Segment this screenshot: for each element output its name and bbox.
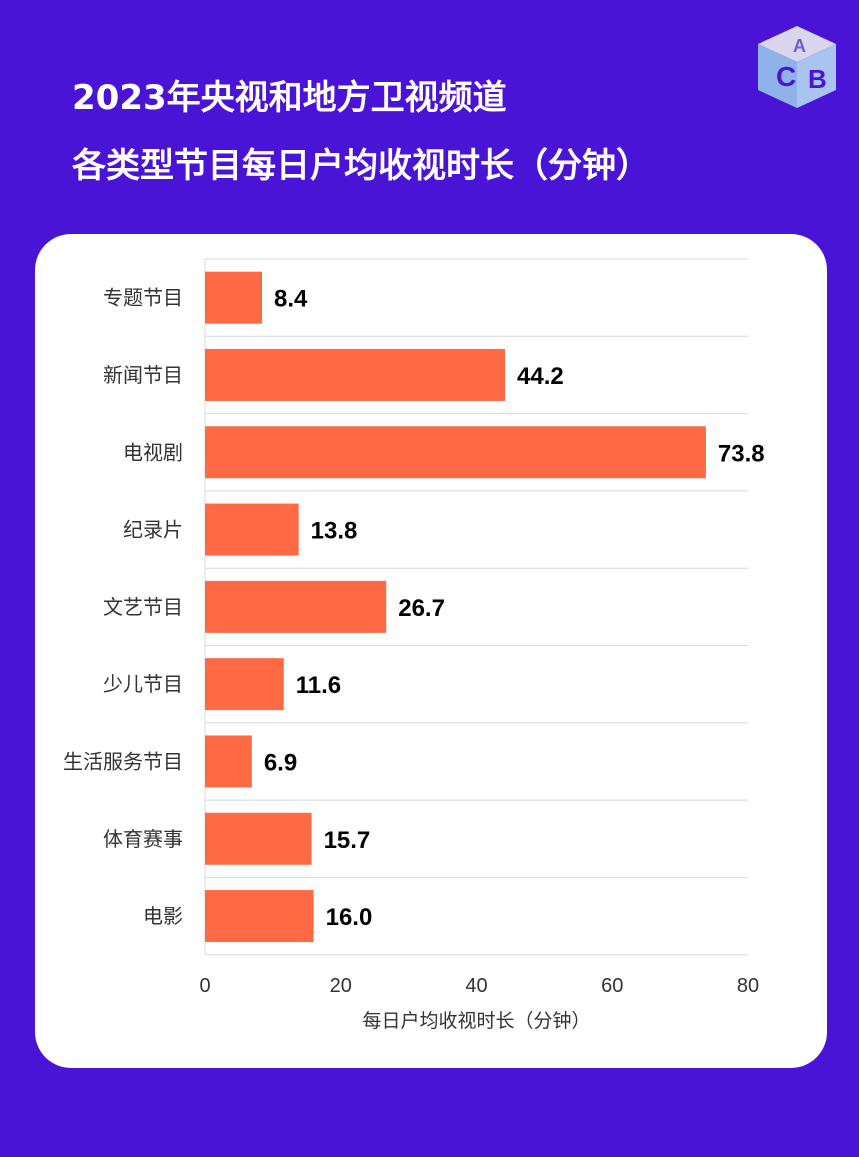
value-label: 13.8 bbox=[311, 518, 358, 545]
category-label: 电影 bbox=[143, 904, 183, 928]
category-label: 纪录片 bbox=[123, 518, 183, 542]
category-label: 体育赛事 bbox=[103, 827, 183, 851]
x-tick-label: 40 bbox=[465, 975, 487, 997]
value-label: 16.0 bbox=[326, 904, 373, 931]
svg-text:B: B bbox=[808, 64, 827, 94]
x-tick-label: 60 bbox=[601, 975, 623, 997]
value-label: 26.7 bbox=[398, 595, 445, 622]
value-label: 8.4 bbox=[274, 286, 308, 313]
value-label: 73.8 bbox=[718, 440, 765, 467]
bar-5 bbox=[205, 580, 387, 633]
x-tick-label: 0 bbox=[199, 975, 210, 997]
x-tick-label: 20 bbox=[330, 975, 352, 997]
bar-2 bbox=[205, 348, 506, 401]
x-tick-label: 80 bbox=[737, 975, 759, 997]
x-axis-label: 每日户均收视时长（分钟） bbox=[362, 1010, 590, 1032]
bar-7 bbox=[205, 735, 252, 788]
bar-3 bbox=[205, 426, 706, 479]
svg-text:A: A bbox=[793, 36, 806, 56]
category-label: 电视剧 bbox=[123, 440, 183, 464]
abc-cube-logo-icon: C B A bbox=[758, 26, 836, 108]
category-label: 专题节目 bbox=[103, 286, 183, 310]
bar-4 bbox=[205, 503, 299, 556]
value-label: 6.9 bbox=[264, 749, 297, 776]
bar-8 bbox=[205, 812, 312, 865]
bar-9 bbox=[205, 890, 314, 943]
category-label: 文艺节目 bbox=[103, 595, 183, 619]
value-label: 15.7 bbox=[324, 827, 371, 854]
chart-title-line-2: 各类型节目每日户均收视时长（分钟） bbox=[72, 146, 650, 186]
bar-chart: 专题节目 8.4 新闻节目 44.2 电视剧 73.8 纪录片 13.8 文艺节目 26.7 少儿节… bbox=[63, 258, 765, 1032]
category-label: 少儿节目 bbox=[103, 672, 183, 696]
chart-card: 专题节目 8.4 新闻节目 44.2 电视剧 73.8 纪录片 13.8 文艺节目 26.7 少儿节… bbox=[35, 234, 827, 1068]
value-label: 44.2 bbox=[517, 363, 564, 390]
chart-title-line-1: 2023年央视和地方卫视频道 bbox=[72, 78, 507, 118]
bar-1 bbox=[205, 271, 263, 324]
category-label: 新闻节目 bbox=[103, 363, 183, 387]
value-label: 11.6 bbox=[296, 672, 341, 699]
bar-6 bbox=[205, 658, 284, 711]
svg-text:C: C bbox=[776, 61, 796, 92]
category-label: 生活服务节目 bbox=[63, 749, 183, 773]
